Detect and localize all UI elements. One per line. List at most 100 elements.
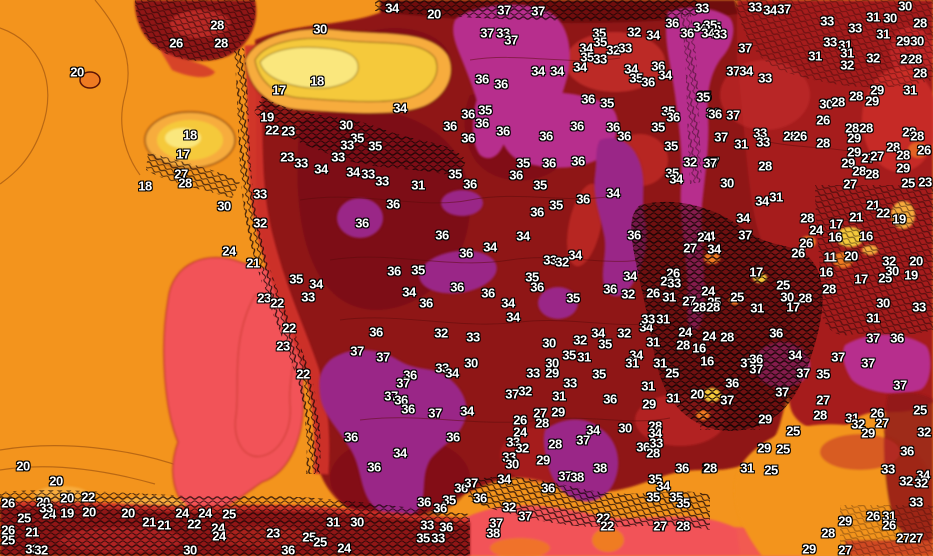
temp-label: 28: [902, 124, 916, 140]
temp-label: 33: [375, 173, 389, 189]
temp-label: 29: [841, 155, 855, 171]
temp-label: 34: [707, 241, 721, 257]
temp-label: 26: [793, 128, 807, 144]
temp-label: 24: [701, 283, 715, 299]
temp-label: 36: [769, 325, 783, 341]
temp-label: 25: [707, 294, 721, 310]
temp-label: 28: [692, 299, 706, 315]
temp-label: 37: [350, 343, 364, 359]
temp-label: 36: [446, 429, 460, 445]
temp-label: 20: [909, 253, 923, 269]
temp-label: 33: [294, 155, 308, 171]
temp-label: 32: [882, 253, 896, 269]
temp-label: 37: [518, 508, 532, 524]
temp-label: 26: [513, 412, 527, 428]
temp-label: 36: [542, 155, 556, 171]
temp-label: 34: [393, 445, 407, 461]
temp-label: 28: [758, 158, 772, 174]
temp-label: 18: [183, 127, 197, 143]
temp-label: 32: [914, 475, 928, 491]
temp-label: 31: [808, 48, 822, 64]
temp-label: 35: [600, 95, 614, 111]
temp-label: 32: [502, 499, 516, 515]
temp-label: 36: [461, 106, 475, 122]
temp-label: 34: [346, 164, 360, 180]
temp-label: 35: [676, 495, 690, 511]
temp-label: 22: [600, 518, 614, 534]
temp-label: 22: [81, 489, 95, 505]
temp-label: 28: [896, 147, 910, 163]
temp-label: 25: [17, 510, 31, 526]
temp-label: 32: [840, 57, 854, 73]
temp-label: 34: [501, 295, 515, 311]
temp-label: 34: [506, 309, 520, 325]
temp-label: 28: [910, 128, 924, 144]
temp-label: 31: [866, 9, 880, 25]
temp-label: 24: [175, 505, 189, 521]
temp-label: 34: [669, 171, 683, 187]
temp-label: 37: [576, 432, 590, 448]
temp-label: 35: [516, 155, 530, 171]
temp-label: 16: [859, 228, 873, 244]
temp-label: 37: [396, 375, 410, 391]
temp-label: 20: [60, 490, 74, 506]
temp-label: 34: [639, 319, 653, 335]
temp-label: 35: [289, 271, 303, 287]
temp-label: 37: [384, 388, 398, 404]
temp-label: 34: [591, 325, 605, 341]
temp-label: 36: [443, 118, 457, 134]
temp-label: 17: [829, 216, 843, 232]
temp-label: 20: [82, 504, 96, 520]
temp-label: 36: [606, 119, 620, 135]
temp-label: 29: [551, 404, 565, 420]
temp-label: 30: [885, 263, 899, 279]
temp-label: 37: [738, 40, 752, 56]
temp-label: 34: [755, 193, 769, 209]
temp-label: 35: [629, 70, 643, 86]
temp-label: 22: [596, 510, 610, 526]
temp-label: 27: [533, 405, 547, 421]
temp-label: 24: [198, 505, 212, 521]
temp-label: 33: [695, 0, 709, 16]
temp-label: 37: [893, 377, 907, 393]
temp-label: 33: [502, 449, 516, 465]
temp-label: 35: [448, 166, 462, 182]
temp-label: 30: [217, 198, 231, 214]
temp-label: 36: [439, 519, 453, 535]
temp-label: 33: [420, 517, 434, 533]
temp-label: 23: [276, 338, 290, 354]
temp-label: 31: [641, 378, 655, 394]
temp-label: 18: [310, 73, 324, 89]
temp-label: 37: [726, 107, 740, 123]
temp-label: 31: [750, 300, 764, 316]
temp-label: 27: [896, 530, 910, 546]
temp-label: 36: [433, 500, 447, 516]
temp-label: 35: [442, 492, 456, 508]
temp-label: 29: [870, 82, 884, 98]
temp-label: 36: [603, 281, 617, 297]
temp-label: 34: [646, 27, 660, 43]
region-brittany-cool: [144, 28, 452, 169]
temp-label: 37: [861, 355, 875, 371]
temp-label: 37: [464, 475, 478, 491]
temp-label: 31: [882, 508, 896, 524]
temp-label: 25: [730, 289, 744, 305]
temp-label: 26: [1, 522, 15, 538]
temp-label: 35: [580, 49, 594, 65]
temp-label: 29: [865, 93, 879, 109]
temp-label: 36: [403, 367, 417, 383]
temp-label: 20: [70, 64, 84, 80]
temp-label: 36: [459, 245, 473, 261]
temp-label: 28: [676, 337, 690, 353]
temp-label: 36: [475, 115, 489, 131]
temp-label: 36: [435, 227, 449, 243]
temp-label: 34: [516, 228, 530, 244]
temp-label: 35: [703, 17, 717, 33]
temp-label: 35: [598, 336, 612, 352]
temp-label: 33: [593, 51, 607, 67]
temp-label: 37: [775, 384, 789, 400]
temp-label: 28: [900, 51, 914, 67]
temp-label: 34: [445, 365, 459, 381]
temp-label: 29: [896, 160, 910, 176]
